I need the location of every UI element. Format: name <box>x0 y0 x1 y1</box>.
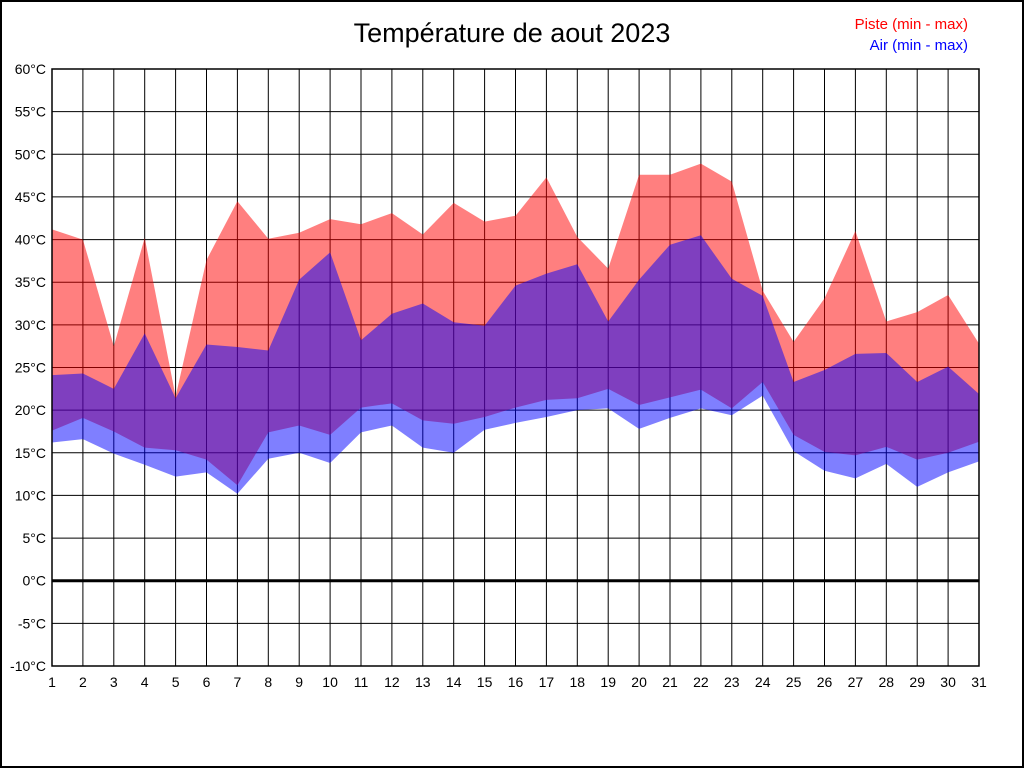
x-tick-label: 17 <box>539 674 555 690</box>
x-tick-label: 24 <box>755 674 771 690</box>
x-tick-label: 14 <box>446 674 462 690</box>
x-tick-label: 9 <box>295 674 303 690</box>
y-tick-label: 5°C <box>23 530 47 546</box>
y-tick-label: 45°C <box>15 189 46 205</box>
x-tick-label: 12 <box>384 674 400 690</box>
x-tick-label: 16 <box>508 674 524 690</box>
legend-air-label: Air (min - max) <box>869 37 968 54</box>
y-tick-label: 55°C <box>15 104 46 120</box>
x-tick-label: 30 <box>940 674 956 690</box>
x-tick-label: 2 <box>79 674 87 690</box>
x-tick-label: 15 <box>477 674 493 690</box>
x-tick-label: 31 <box>971 674 987 690</box>
y-tick-label: 60°C <box>15 61 46 77</box>
x-tick-label: 13 <box>415 674 431 690</box>
x-tick-label: 4 <box>141 674 149 690</box>
y-tick-label: 10°C <box>15 487 46 503</box>
x-tick-label: 6 <box>203 674 211 690</box>
x-tick-label: 27 <box>848 674 864 690</box>
plot-frame <box>51 68 980 667</box>
x-tick-label: 29 <box>909 674 925 690</box>
y-tick-label: 0°C <box>23 573 47 589</box>
x-tick-label: 7 <box>234 674 242 690</box>
x-tick-label: 28 <box>879 674 895 690</box>
x-tick-label: 3 <box>110 674 118 690</box>
y-tick-label: 25°C <box>15 360 46 376</box>
y-tick-label: 15°C <box>15 445 46 461</box>
y-tick-label: 20°C <box>15 402 46 418</box>
x-tick-label: 19 <box>600 674 616 690</box>
x-tick-label: 20 <box>631 674 647 690</box>
x-tick-label: 18 <box>570 674 586 690</box>
x-tick-label: 22 <box>693 674 709 690</box>
chart-title: Température de aout 2023 <box>353 18 671 48</box>
y-tick-label: 40°C <box>15 232 46 248</box>
y-tick-label: 35°C <box>15 274 46 290</box>
legend-item-piste: Piste (min - max) <box>855 14 968 35</box>
x-tick-label: 11 <box>354 674 369 690</box>
chart-legend: Piste (min - max) Air (min - max) <box>855 14 968 56</box>
x-tick-label: 8 <box>264 674 272 690</box>
x-tick-label: 5 <box>172 674 180 690</box>
y-tick-label: 50°C <box>15 146 46 162</box>
y-tick-label: -5°C <box>18 615 46 631</box>
x-tick-label: 10 <box>322 674 338 690</box>
x-tick-label: 25 <box>786 674 802 690</box>
x-tick-label: 1 <box>48 674 56 690</box>
y-tick-label: -10°C <box>10 658 46 674</box>
legend-item-air: Air (min - max) <box>855 35 968 56</box>
legend-piste-label: Piste (min - max) <box>854 16 968 33</box>
air-band <box>52 235 979 494</box>
y-tick-label: 30°C <box>15 317 46 333</box>
x-tick-label: 23 <box>724 674 740 690</box>
x-tick-label: 21 <box>662 674 678 690</box>
x-tick-label: 26 <box>817 674 833 690</box>
